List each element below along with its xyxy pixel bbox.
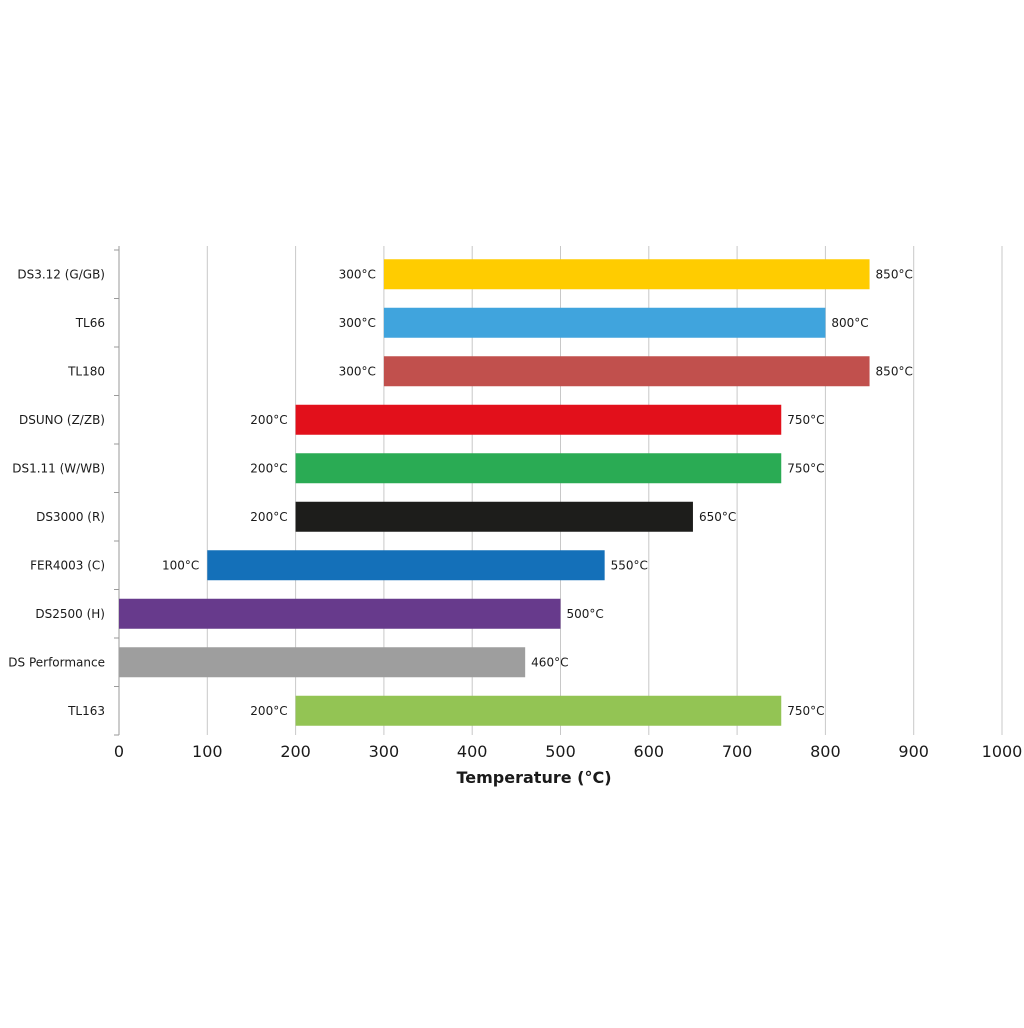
bar [383, 307, 826, 338]
bar [207, 550, 605, 581]
end-value-label: 750°C [787, 704, 824, 718]
bar [295, 695, 782, 726]
end-value-label: 650°C [699, 510, 736, 524]
end-value-label: 750°C [787, 413, 824, 427]
end-value-label: 850°C [876, 364, 913, 378]
x-tick-label: 600 [634, 742, 665, 761]
x-tick-label: 1000 [982, 742, 1023, 761]
bar [119, 647, 526, 678]
x-tick-label: 500 [545, 742, 576, 761]
start-value-label: 300°C [339, 316, 376, 330]
category-label: DSUNO (Z/ZB) [19, 413, 105, 427]
category-label: FER4003 (C) [30, 558, 105, 572]
x-tick-label: 900 [898, 742, 929, 761]
category-label: TL180 [67, 364, 105, 378]
x-tick-label: 0 [114, 742, 124, 761]
x-tick-label: 100 [192, 742, 223, 761]
bar-layer [119, 259, 870, 726]
category-label: TL163 [67, 704, 105, 718]
bar [295, 453, 782, 484]
x-tick-label: 400 [457, 742, 488, 761]
start-value-label: 200°C [250, 461, 287, 475]
x-axis-title: Temperature (°C) [456, 768, 611, 787]
bar [383, 259, 870, 290]
category-label: DS3000 (R) [36, 510, 105, 524]
bar [119, 598, 561, 629]
x-tick-label: 700 [722, 742, 753, 761]
start-value-label: 200°C [250, 704, 287, 718]
x-tick-label: 800 [810, 742, 841, 761]
label-layer: DS3.12 (G/GB) 300°C 850°C TL66 300°C 800°C TL1… [8, 267, 913, 718]
start-value-label: 100°C [162, 558, 199, 572]
end-value-label: 550°C [611, 558, 648, 572]
start-value-label: 200°C [250, 510, 287, 524]
start-value-label: 300°C [339, 364, 376, 378]
bar [295, 501, 693, 532]
end-value-label: 460°C [531, 655, 568, 669]
x-tick-label: 200 [280, 742, 311, 761]
start-value-label: 300°C [339, 267, 376, 281]
category-label: DS Performance [8, 655, 105, 669]
bar [295, 404, 782, 435]
bar [383, 356, 870, 387]
end-value-label: 500°C [567, 607, 604, 621]
category-label: DS3.12 (G/GB) [17, 267, 105, 281]
category-label: DS2500 (H) [35, 607, 105, 621]
end-value-label: 750°C [787, 461, 824, 475]
end-value-label: 850°C [876, 267, 913, 281]
x-tick-label: 300 [369, 742, 400, 761]
start-value-label: 200°C [250, 413, 287, 427]
end-value-label: 800°C [831, 316, 868, 330]
axis-layer: 0 100 200 300 400 500 600 700 800 900 1000 [114, 246, 1022, 761]
category-label: DS1.11 (W/WB) [12, 461, 105, 475]
category-label: TL66 [75, 316, 105, 330]
